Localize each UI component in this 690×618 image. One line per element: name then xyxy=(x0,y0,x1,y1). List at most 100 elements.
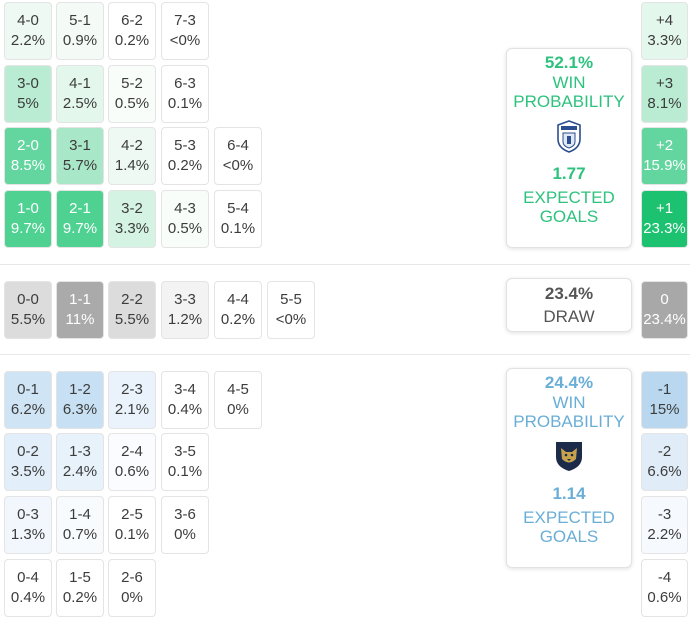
scoreline-probability: 5% xyxy=(17,95,39,112)
home-scoreline-cell: 4-3 0.5% xyxy=(161,190,209,248)
scoreline-probability: 5.7% xyxy=(62,157,98,174)
scoreline-probability: 0.5% xyxy=(114,95,150,112)
scoreline-label: 1-2 xyxy=(69,381,91,398)
scoreline-probability: 0.2% xyxy=(114,32,150,49)
scoreline-probability: 6.3% xyxy=(62,401,98,418)
away-scoreline-cell: 1-5 0.2% xyxy=(56,559,104,617)
scoreline-label: 3-5 xyxy=(174,443,196,460)
home-scoreline-cell: 5-2 0.5% xyxy=(108,65,156,123)
scoreline-label: 4-4 xyxy=(227,291,249,308)
home-win-card: 52.1% WIN PROBABILITY 1.77 EXPECTED GOAL… xyxy=(506,48,632,248)
scoreline-probability: 2.2% xyxy=(647,526,682,543)
scoreline-label: 5-5 xyxy=(280,291,302,308)
away-scoreline-cell: 0-1 6.2% xyxy=(4,371,52,429)
scoreline-probability: 1.4% xyxy=(114,157,150,174)
scoreline-label: +2 xyxy=(655,137,674,154)
scoreline-label: 5-2 xyxy=(121,75,143,92)
scoreline-probability: 3.5% xyxy=(10,463,46,480)
draw-card: 23.4% DRAW xyxy=(506,278,632,332)
home-margin-cell: +2 15.9% xyxy=(641,127,688,185)
scoreline-label: 3-3 xyxy=(174,291,196,308)
away-scoreline-cell: 1-2 6.3% xyxy=(56,371,104,429)
scoreline-label: 6-4 xyxy=(227,137,249,154)
scoreline-probability: 2.5% xyxy=(62,95,98,112)
scoreline-label: 2-1 xyxy=(69,200,91,217)
scoreline-label: 1-1 xyxy=(69,291,91,308)
scoreline-label: 6-3 xyxy=(174,75,196,92)
scoreline-label: 0-4 xyxy=(17,569,39,586)
home-scoreline-cell: 3-2 3.3% xyxy=(108,190,156,248)
scoreline-label: 3-0 xyxy=(17,75,39,92)
away-scoreline-cell: 0-3 1.3% xyxy=(4,496,52,554)
scoreline-probability: 8.1% xyxy=(647,95,682,112)
scoreline-label: 1-3 xyxy=(69,443,91,460)
away-scoreline-cell: 1-3 2.4% xyxy=(56,433,104,491)
scoreline-label: 3-4 xyxy=(174,381,196,398)
scoreline-label: 2-6 xyxy=(121,569,143,586)
home-scoreline-cell: 7-3 <0% xyxy=(161,2,209,60)
scoreline-label: 1-5 xyxy=(69,569,91,586)
away-scoreline-cell: 4-5 0% xyxy=(214,371,262,429)
draw-margin-cell: 0 23.4% xyxy=(641,281,688,339)
home-scoreline-cell: 2-0 8.5% xyxy=(4,127,52,185)
draw-scoreline-cell: 3-3 1.2% xyxy=(161,281,209,339)
scoreline-label: 2-5 xyxy=(121,506,143,523)
scoreline-label: 2-0 xyxy=(17,137,39,154)
scoreline-label: +1 xyxy=(655,200,674,217)
away-expected-goals: 1.14 xyxy=(552,484,586,503)
away-margin-cell: -1 15% xyxy=(641,371,688,429)
scoreline-probability: 2.1% xyxy=(114,401,150,418)
home-scoreline-cell: 6-2 0.2% xyxy=(108,2,156,60)
scoreline-probability: 0.1% xyxy=(220,220,256,237)
home-scoreline-cell: 4-2 1.4% xyxy=(108,127,156,185)
draw-scoreline-cell: 2-2 5.5% xyxy=(108,281,156,339)
draw-scoreline-cell: 5-5 <0% xyxy=(267,281,315,339)
away-scoreline-cell: 2-3 2.1% xyxy=(108,371,156,429)
scoreline-probability: 3.3% xyxy=(647,32,682,49)
away-margin-cell: -2 6.6% xyxy=(641,433,688,491)
scoreline-label: 3-1 xyxy=(69,137,91,154)
scoreline-label: 3-2 xyxy=(121,200,143,217)
scoreline-probability: 23.4% xyxy=(643,311,686,328)
scoreline-probability: 0.2% xyxy=(167,157,203,174)
away-scoreline-cell: 2-4 0.6% xyxy=(108,433,156,491)
away-scoreline-cell: 0-4 0.4% xyxy=(4,559,52,617)
scoreline-probability: 15% xyxy=(649,401,680,418)
scoreline-label: -2 xyxy=(657,443,672,460)
scoreline-label: 1-0 xyxy=(17,200,39,217)
home-scoreline-cell: 4-1 2.5% xyxy=(56,65,104,123)
scoreline-label: 4-3 xyxy=(174,200,196,217)
draw-scoreline-cell: 4-4 0.2% xyxy=(214,281,262,339)
away-win-percentage: 24.4% xyxy=(544,373,594,392)
home-scoreline-cell: 4-0 2.2% xyxy=(4,2,52,60)
scoreline-probability: 0.1% xyxy=(114,526,150,543)
scoreline-label: 2-3 xyxy=(121,381,143,398)
home-margin-cell: +3 8.1% xyxy=(641,65,688,123)
scoreline-probability: 0.1% xyxy=(167,95,203,112)
divider-home-draw xyxy=(0,264,690,265)
scoreline-probability: 0.4% xyxy=(10,589,46,606)
scoreline-label: 4-2 xyxy=(121,137,143,154)
scoreline-probability: 0.4% xyxy=(167,401,203,418)
scoreline-probability: <0% xyxy=(275,311,307,328)
scoreline-probability: 1.2% xyxy=(167,311,203,328)
home-margin-cell: +4 3.3% xyxy=(641,2,688,60)
draw-percentage: 23.4% xyxy=(544,284,594,303)
home-scoreline-cell: 5-4 0.1% xyxy=(214,190,262,248)
away-scoreline-cell: 0-2 3.5% xyxy=(4,433,52,491)
home-expected-goals: 1.77 xyxy=(552,164,586,183)
scoreline-probability: 9.7% xyxy=(10,220,46,237)
scoreline-probability: 5.5% xyxy=(114,311,150,328)
draw-scoreline-cell: 1-1 11% xyxy=(56,281,104,339)
scoreline-probability: 0.1% xyxy=(167,463,203,480)
scoreline-label: 2-4 xyxy=(121,443,143,460)
scoreline-label: 2-2 xyxy=(121,291,143,308)
scoreline-probability: <0% xyxy=(222,157,254,174)
pachuca-crest-icon xyxy=(556,119,582,158)
away-win-card: 24.4% WIN PROBABILITY 1.14 EXPECTED GOAL… xyxy=(506,368,632,568)
home-scoreline-cell: 5-3 0.2% xyxy=(161,127,209,185)
scoreline-label: +4 xyxy=(655,12,674,29)
home-scoreline-cell: 3-0 5% xyxy=(4,65,52,123)
away-scoreline-cell: 3-6 0% xyxy=(161,496,209,554)
away-scoreline-cell: 2-6 0% xyxy=(108,559,156,617)
